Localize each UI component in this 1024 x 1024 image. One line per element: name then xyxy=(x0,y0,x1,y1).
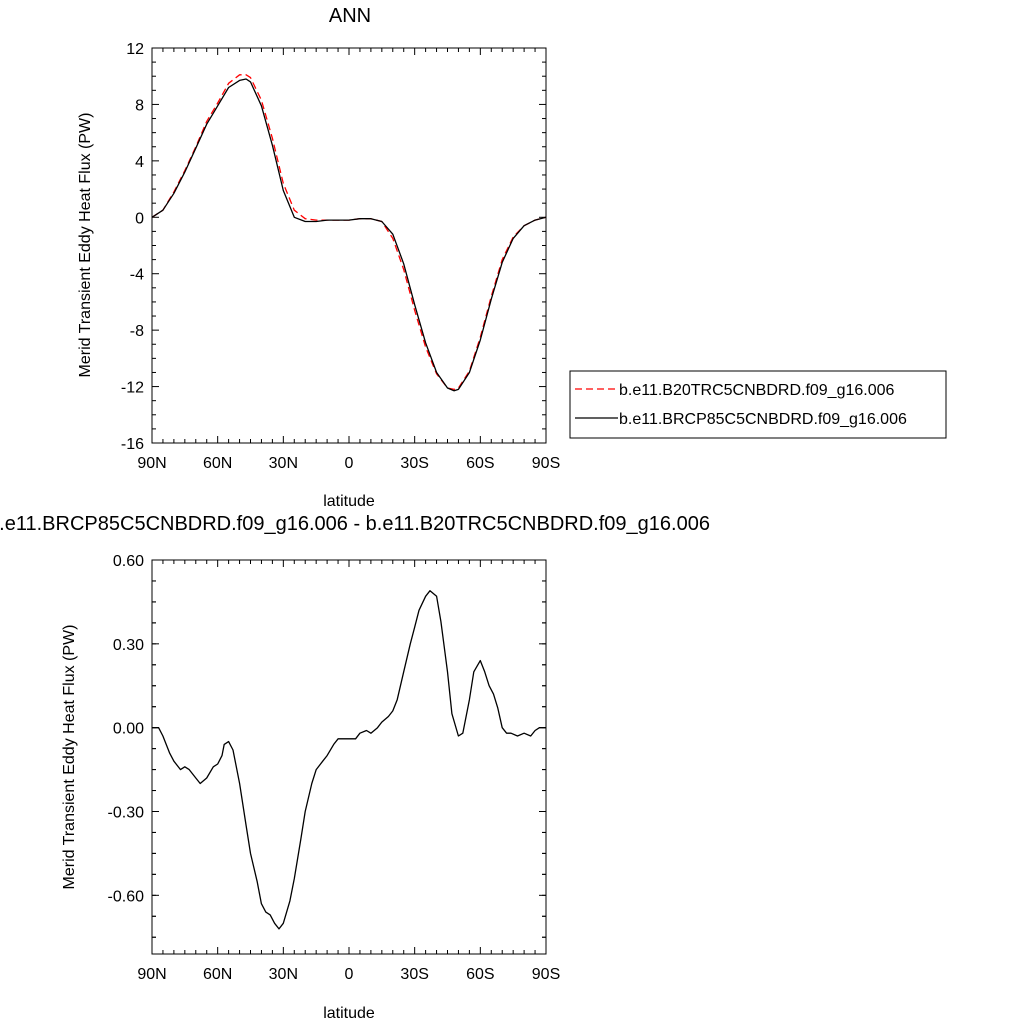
top-chart-y-tick-label: -8 xyxy=(130,323,144,340)
top-chart-series-line-1 xyxy=(151,74,547,391)
top-chart-y-tick-label: 4 xyxy=(135,154,144,171)
bottom-chart-x-tick-label: 60S xyxy=(466,966,494,983)
top-chart-frame xyxy=(151,47,547,444)
top-chart-series-line-2 xyxy=(151,78,547,392)
top-chart-y-tick-label: -4 xyxy=(130,267,144,284)
bottom-chart-y-axis-label: Merid Transient Eddy Heat Flux (PW) xyxy=(61,625,78,890)
top-chart-x-tick-label: 30S xyxy=(400,455,428,472)
top-chart-x-tick-label: 90N xyxy=(137,455,166,472)
top-chart: ANN latitude Merid Transient Eddy Heat F… xyxy=(77,5,947,510)
top-chart-y-tick-label: -16 xyxy=(121,436,144,453)
top-chart-y-tick-label: 8 xyxy=(135,97,144,114)
legend-box xyxy=(569,370,947,439)
bottom-chart-x-tick-label: 90N xyxy=(137,966,166,983)
bottom-chart-y-tick-label: 0.00 xyxy=(113,721,144,738)
top-chart-x-tick-label: 60S xyxy=(466,455,494,472)
bottom-chart-axes: 90N 60N 30N 0 30S 60S 90S 0.60 0.30 0.00 -0.30 -0.6… xyxy=(108,553,561,983)
bottom-chart-x-axis-label: latitude xyxy=(323,1005,375,1022)
top-chart-x-axis-label: latitude xyxy=(323,493,375,510)
top-chart-title: ANN xyxy=(329,5,371,27)
bottom-chart: b.e11.BRCP85C5CNBDRD.f09_g16.006 - b.e11… xyxy=(0,513,710,1022)
top-chart-y-tick-label: 12 xyxy=(126,41,144,58)
top-chart-series xyxy=(151,74,547,392)
bottom-chart-x-tick-label: 30S xyxy=(400,966,428,983)
top-chart-x-tick-label: 60N xyxy=(203,455,232,472)
top-chart-x-tick-label: 30N xyxy=(269,455,298,472)
top-chart-x-tick-label: 0 xyxy=(345,455,354,472)
legend-label-series-1: b.e11.B20TRC5CNBDRD.f09_g16.006 xyxy=(619,382,895,399)
top-chart-x-tick-label: 90S xyxy=(532,455,560,472)
bottom-chart-series-line-1 xyxy=(152,590,546,930)
legend-label-series-2: b.e11.BRCP85C5CNBDRD.f09_g16.006 xyxy=(619,411,907,428)
bottom-chart-y-tick-label: 0.60 xyxy=(113,553,144,570)
bottom-chart-title: b.e11.BRCP85C5CNBDRD.f09_g16.006 - b.e11… xyxy=(0,513,710,535)
top-chart-y-tick-label: -12 xyxy=(121,380,144,397)
top-chart-axes: 90N 60N 30N 0 30S 60S 90S 12 8 4 0 -4 -8 -12 -16 xyxy=(121,41,560,472)
bottom-chart-x-tick-label: 90S xyxy=(532,966,560,983)
bottom-chart-y-tick-label: -0.30 xyxy=(108,804,145,821)
bottom-chart-frame xyxy=(151,559,547,955)
top-chart-y-axis-label: Merid Transient Eddy Heat Flux (PW) xyxy=(77,113,94,378)
top-chart-y-tick-label: 0 xyxy=(135,210,144,227)
bottom-chart-x-tick-label: 30N xyxy=(269,966,298,983)
bottom-chart-y-tick-label: 0.30 xyxy=(113,637,144,654)
legend: b.e11.B20TRC5CNBDRD.f09_g16.006 b.e11.BR… xyxy=(569,370,947,439)
bottom-chart-x-tick-label: 0 xyxy=(345,966,354,983)
bottom-chart-series xyxy=(152,590,546,930)
bottom-chart-x-tick-label: 60N xyxy=(203,966,232,983)
bottom-chart-y-tick-label: -0.60 xyxy=(108,888,145,905)
